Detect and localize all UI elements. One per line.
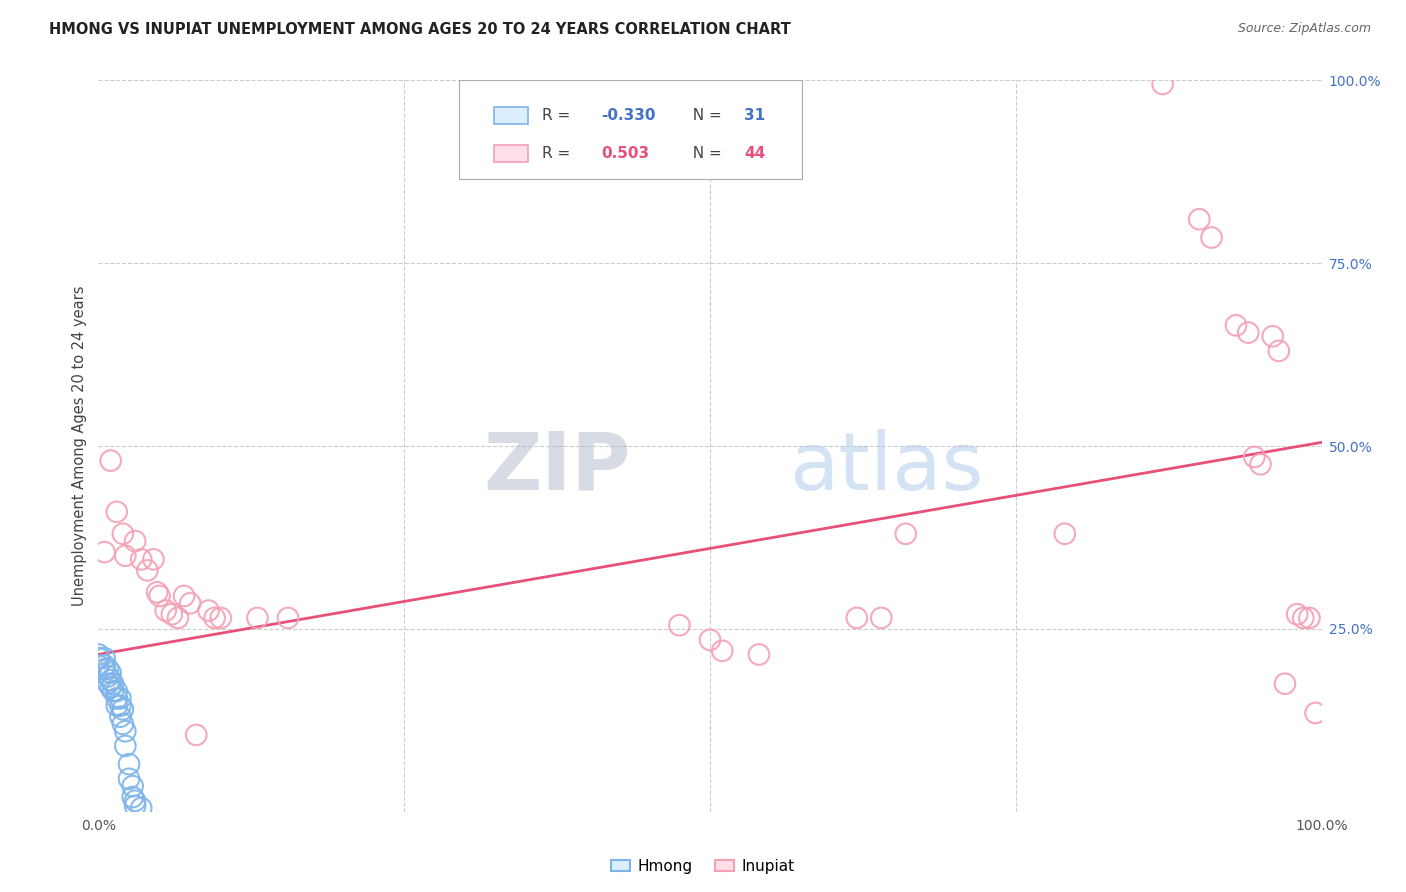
Point	[1274, 676, 1296, 690]
Text: ZIP: ZIP	[484, 429, 630, 507]
Point	[118, 757, 141, 772]
Text: N =: N =	[683, 146, 727, 161]
Point	[197, 603, 219, 617]
Point	[105, 684, 128, 698]
Point	[173, 589, 195, 603]
Point	[87, 658, 110, 673]
Point	[121, 779, 143, 793]
Point	[97, 669, 120, 683]
Point	[1249, 458, 1271, 472]
Point	[105, 691, 128, 706]
Text: 0.503: 0.503	[602, 146, 650, 161]
Point	[155, 603, 177, 617]
Point	[118, 772, 141, 786]
Point	[100, 681, 122, 695]
Point	[1298, 611, 1320, 625]
Point	[160, 607, 183, 622]
Point	[1286, 607, 1309, 622]
Text: atlas: atlas	[790, 429, 984, 507]
Point	[845, 611, 868, 625]
Point	[1152, 77, 1174, 91]
Point	[146, 585, 169, 599]
Point	[1188, 212, 1211, 227]
Point	[186, 728, 208, 742]
Point	[114, 739, 136, 753]
Point	[111, 526, 134, 541]
Point	[97, 662, 120, 676]
Point	[110, 698, 132, 713]
Point	[100, 665, 122, 680]
Point	[1237, 326, 1260, 340]
Text: N =: N =	[683, 108, 727, 123]
Point	[93, 545, 115, 559]
FancyBboxPatch shape	[494, 145, 527, 162]
Text: R =: R =	[543, 146, 581, 161]
Point	[209, 611, 232, 625]
Point	[129, 801, 152, 815]
Point	[124, 534, 146, 549]
Point	[100, 673, 122, 687]
Point	[121, 790, 143, 805]
Point	[1053, 526, 1076, 541]
Point	[668, 618, 690, 632]
Point	[1201, 230, 1223, 244]
Point	[87, 651, 110, 665]
Text: HMONG VS INUPIAT UNEMPLOYMENT AMONG AGES 20 TO 24 YEARS CORRELATION CHART: HMONG VS INUPIAT UNEMPLOYMENT AMONG AGES…	[49, 22, 792, 37]
Point	[110, 691, 132, 706]
Point	[179, 596, 201, 610]
Point	[1305, 706, 1327, 720]
Point	[1292, 611, 1315, 625]
Text: -0.330: -0.330	[602, 108, 655, 123]
Point	[699, 632, 721, 647]
Point	[110, 709, 132, 723]
Point	[124, 798, 146, 813]
Text: R =: R =	[543, 108, 575, 123]
Point	[1261, 329, 1284, 343]
Text: 31: 31	[744, 108, 765, 123]
Point	[277, 611, 299, 625]
Point	[87, 648, 110, 662]
Point	[136, 563, 159, 577]
Point	[114, 549, 136, 563]
Point	[1225, 318, 1247, 333]
Point	[114, 724, 136, 739]
Point	[246, 611, 269, 625]
Point	[1243, 450, 1265, 464]
Point	[1268, 343, 1291, 358]
FancyBboxPatch shape	[460, 80, 801, 179]
Point	[748, 648, 770, 662]
Point	[93, 658, 115, 673]
Text: 44: 44	[744, 146, 765, 161]
Point	[111, 717, 134, 731]
Text: Source: ZipAtlas.com: Source: ZipAtlas.com	[1237, 22, 1371, 36]
Point	[149, 589, 172, 603]
Point	[204, 611, 226, 625]
Legend: Hmong, Inupiat: Hmong, Inupiat	[606, 853, 800, 880]
Point	[124, 794, 146, 808]
Y-axis label: Unemployment Among Ages 20 to 24 years: Unemployment Among Ages 20 to 24 years	[72, 285, 87, 607]
Point	[101, 676, 124, 690]
Point	[129, 552, 152, 566]
Point	[101, 684, 124, 698]
Point	[870, 611, 893, 625]
Point	[100, 453, 122, 467]
Point	[894, 526, 917, 541]
Point	[105, 505, 128, 519]
Point	[111, 702, 134, 716]
Point	[711, 644, 734, 658]
Point	[105, 698, 128, 713]
Point	[93, 651, 115, 665]
FancyBboxPatch shape	[494, 107, 527, 124]
Point	[93, 662, 115, 676]
Point	[167, 611, 190, 625]
Point	[142, 552, 165, 566]
Point	[97, 676, 120, 690]
